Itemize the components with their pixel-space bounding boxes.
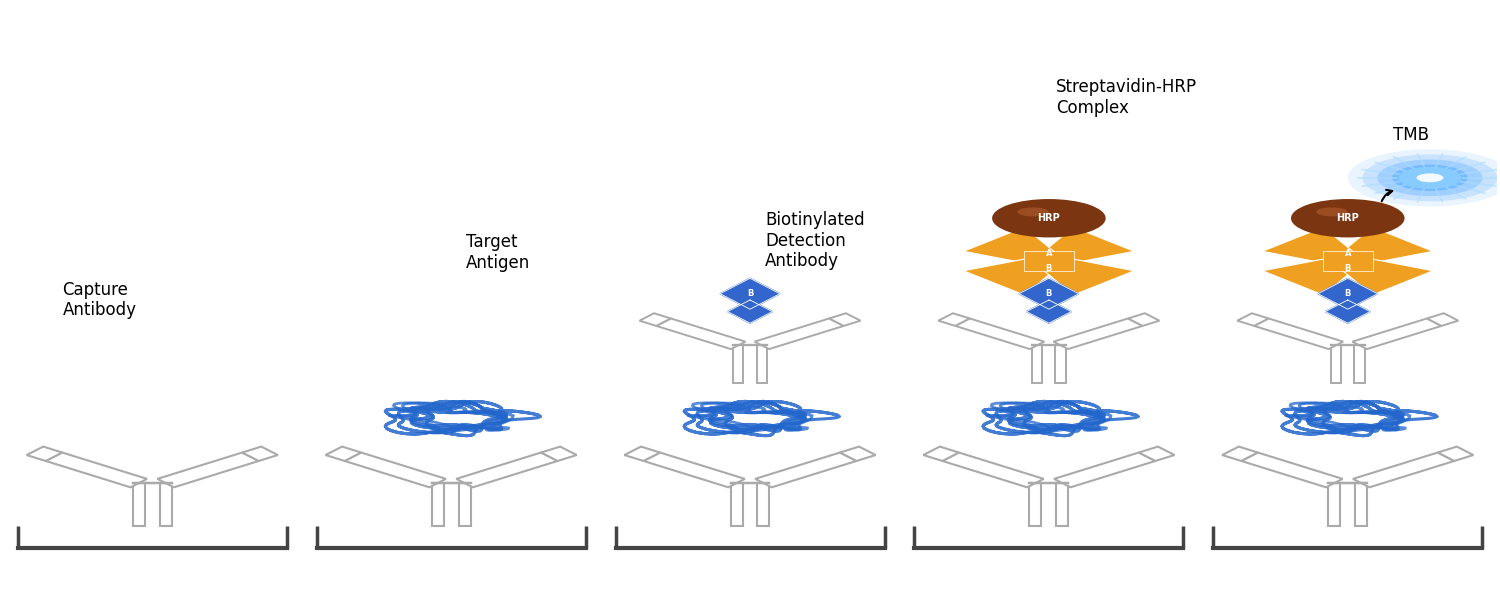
- Ellipse shape: [1377, 160, 1482, 196]
- Text: A: A: [1344, 250, 1352, 259]
- Polygon shape: [657, 319, 746, 349]
- Polygon shape: [1254, 319, 1342, 349]
- Polygon shape: [939, 313, 969, 326]
- Bar: [756, 346, 766, 383]
- Bar: [1056, 346, 1066, 383]
- Polygon shape: [924, 446, 958, 461]
- Polygon shape: [1238, 313, 1269, 326]
- Ellipse shape: [1392, 164, 1468, 191]
- Text: HRP: HRP: [1038, 213, 1060, 223]
- Ellipse shape: [1398, 167, 1461, 189]
- Text: B: B: [1046, 289, 1052, 298]
- Polygon shape: [1242, 452, 1342, 487]
- Polygon shape: [1263, 259, 1354, 295]
- Text: A: A: [1046, 250, 1052, 259]
- Bar: [730, 483, 742, 526]
- Polygon shape: [728, 300, 772, 323]
- Polygon shape: [639, 313, 670, 326]
- Polygon shape: [840, 446, 876, 461]
- Text: Streptavidin-HRP
Complex: Streptavidin-HRP Complex: [1056, 79, 1197, 117]
- Ellipse shape: [992, 199, 1106, 238]
- Polygon shape: [326, 446, 362, 461]
- Ellipse shape: [1317, 208, 1347, 217]
- Text: B: B: [1046, 263, 1052, 272]
- Polygon shape: [1318, 278, 1377, 309]
- Bar: [432, 483, 444, 526]
- Polygon shape: [956, 319, 1044, 349]
- Bar: [734, 346, 744, 383]
- Ellipse shape: [1017, 208, 1048, 217]
- Polygon shape: [1353, 452, 1455, 487]
- Polygon shape: [644, 452, 746, 487]
- Bar: [134, 483, 144, 526]
- Bar: [1056, 483, 1068, 526]
- Bar: [159, 483, 171, 526]
- Polygon shape: [1341, 259, 1432, 295]
- Polygon shape: [1437, 446, 1473, 461]
- Ellipse shape: [1348, 149, 1500, 206]
- Bar: [1356, 483, 1366, 526]
- Text: B: B: [747, 289, 753, 298]
- Polygon shape: [542, 446, 576, 461]
- Polygon shape: [963, 227, 1054, 263]
- Polygon shape: [1263, 227, 1354, 263]
- Text: HRP: HRP: [1336, 213, 1359, 223]
- Polygon shape: [158, 452, 258, 487]
- Text: B: B: [1344, 289, 1352, 298]
- Polygon shape: [1426, 313, 1458, 326]
- Polygon shape: [1326, 300, 1370, 323]
- Bar: [459, 483, 471, 526]
- Polygon shape: [963, 259, 1054, 295]
- Text: Biotinylated
Detection
Antibody: Biotinylated Detection Antibody: [765, 211, 864, 271]
- Text: TMB: TMB: [1392, 126, 1428, 144]
- Polygon shape: [242, 446, 278, 461]
- Polygon shape: [830, 313, 861, 326]
- Ellipse shape: [1292, 199, 1404, 238]
- Polygon shape: [942, 452, 1044, 487]
- Ellipse shape: [1416, 173, 1443, 182]
- Polygon shape: [1042, 259, 1134, 295]
- Polygon shape: [1353, 319, 1442, 349]
- Polygon shape: [1053, 319, 1143, 349]
- Ellipse shape: [1362, 154, 1497, 201]
- Text: Target
Antigen: Target Antigen: [466, 233, 531, 272]
- Polygon shape: [1341, 227, 1432, 263]
- Polygon shape: [624, 446, 660, 461]
- Polygon shape: [345, 452, 445, 487]
- Polygon shape: [1128, 313, 1160, 326]
- Bar: [1354, 346, 1365, 383]
- Text: Capture
Antibody: Capture Antibody: [63, 281, 136, 319]
- Bar: [1330, 346, 1341, 383]
- Polygon shape: [27, 446, 63, 461]
- Polygon shape: [754, 319, 843, 349]
- Bar: [758, 483, 770, 526]
- Polygon shape: [1026, 300, 1071, 323]
- Polygon shape: [45, 452, 147, 487]
- Polygon shape: [720, 278, 780, 309]
- Bar: [1029, 483, 1041, 526]
- Polygon shape: [1054, 452, 1155, 487]
- Polygon shape: [1042, 227, 1134, 263]
- Polygon shape: [1024, 251, 1074, 271]
- Polygon shape: [754, 452, 856, 487]
- Polygon shape: [1323, 251, 1372, 271]
- Polygon shape: [1222, 446, 1258, 461]
- Bar: [1032, 346, 1042, 383]
- Text: B: B: [1344, 263, 1352, 272]
- Polygon shape: [456, 452, 558, 487]
- Polygon shape: [1138, 446, 1174, 461]
- Polygon shape: [1019, 278, 1078, 309]
- Bar: [1329, 483, 1341, 526]
